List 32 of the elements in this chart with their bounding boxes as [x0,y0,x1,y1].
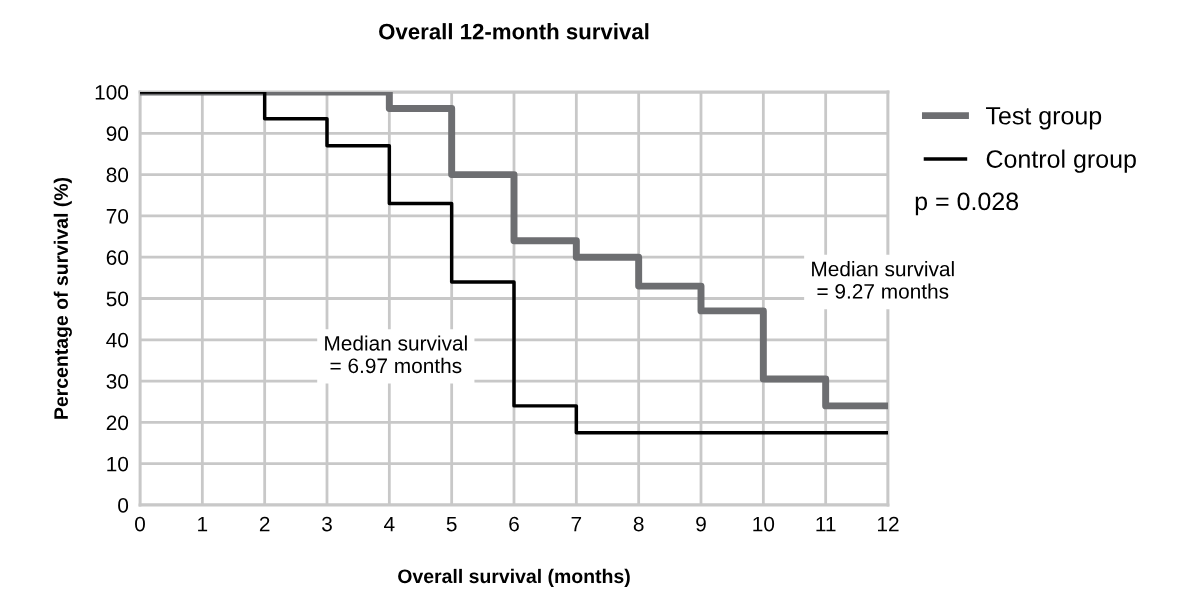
legend-label: Control group [986,149,1136,173]
y-tick-label: 80 [106,167,129,183]
x-axis-title: Overall survival (months) [398,568,630,587]
y-tick-label: 50 [106,291,129,307]
x-tick-label: 2 [259,516,270,532]
x-tick-label: 7 [571,516,582,532]
y-tick-label: 60 [106,250,129,265]
x-tick-label: 8 [633,516,644,532]
x-tick-label: 9 [696,516,706,532]
y-tick-label: 70 [106,208,129,224]
x-tick-label: 6 [509,516,519,532]
x-tick-label: 12 [878,516,899,532]
y-tick-label: 100 [95,85,129,100]
y-tick-label: 30 [106,374,129,389]
y-tick-label: 0 [118,498,129,513]
chart-title: Overall 12-month survival [379,23,649,40]
legend-label: Test group [986,107,1102,130]
x-tick-label: 11 [816,516,836,532]
x-tick-label: 1 [198,516,208,532]
y-tick-label: 40 [106,332,129,348]
x-tick-label: 0 [135,516,145,532]
annotation: Median survival = 9.27 months [812,261,954,299]
x-tick-label: 4 [384,516,395,532]
y-axis-title: Percentage of survival (%) [53,177,72,419]
y-tick-label: 10 [107,456,129,472]
y-tick-label: 90 [106,126,129,142]
y-tick-label: 20 [106,415,129,431]
text: p = 0.028 [915,192,1019,216]
x-tick-label: 5 [446,516,457,532]
annotation: Median survival = 6.97 months [325,335,467,374]
x-tick-label: 3 [322,516,332,532]
x-tick-label: 10 [753,516,775,532]
